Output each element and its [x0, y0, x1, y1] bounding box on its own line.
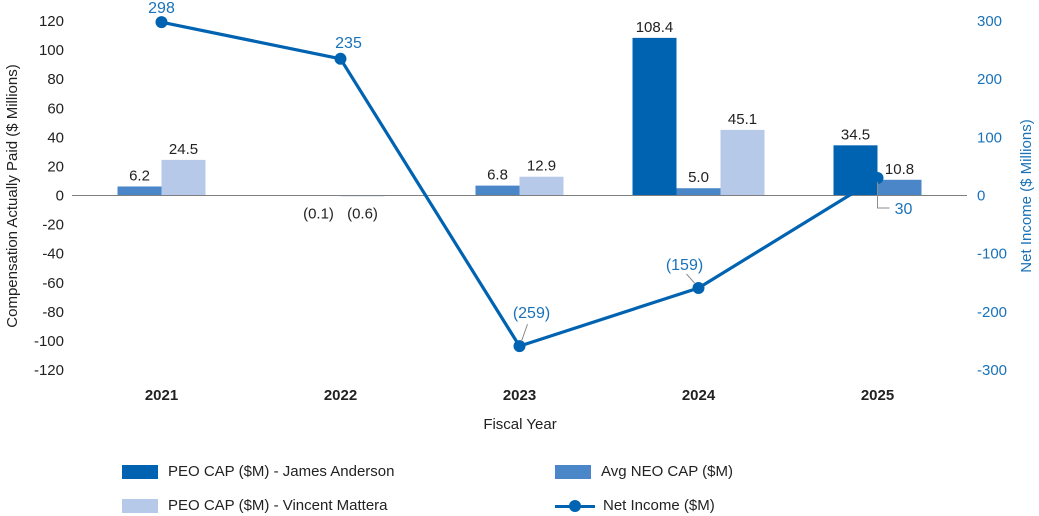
bar-label-2025-series-0: 34.5 [841, 126, 870, 143]
bar-label-2025-series-1: 10.8 [885, 161, 914, 178]
bar-label-2023-series-2: 12.9 [527, 158, 556, 175]
legend-item-james-anderson: PEO CAP ($M) - James Anderson [122, 463, 394, 480]
bar-label-2024-series-2: 45.1 [728, 111, 757, 128]
x-tick-label-2025: 2025 [861, 387, 894, 404]
net-income-line-layer [155, 16, 884, 353]
bar-label-2023-series-1: 6.8 [487, 167, 508, 184]
y2-tick-label--300: -300 [977, 362, 1007, 379]
bar-2024-series-1 [676, 188, 721, 196]
leader-line-2024 [686, 273, 695, 284]
y-tick-label-0: 0 [56, 188, 64, 205]
y-tick-label-120: 120 [39, 13, 64, 30]
y-tick-label--20: -20 [42, 217, 64, 234]
bar-label-2024-series-0: 108.4 [636, 19, 674, 36]
y-tick-label-100: 100 [39, 42, 64, 59]
legend-label: PEO CAP ($M) - Vincent Mattera [168, 497, 388, 514]
legend-swatch [122, 498, 158, 513]
x-tick-label-2023: 2023 [503, 387, 536, 404]
net-income-label-2023: (259) [513, 305, 550, 322]
net-income-label-2022: 235 [335, 35, 362, 52]
bar-2025-series-1 [877, 179, 922, 196]
y-tick-label--40: -40 [42, 246, 64, 263]
y2-tick-label--200: -200 [977, 304, 1007, 321]
legend-swatch [122, 464, 158, 479]
bar-2024-series-2 [720, 129, 765, 196]
legend-item-avg-neo: Avg NEO CAP ($M) [555, 463, 733, 480]
bar-2021-series-1 [117, 186, 162, 196]
legend-label: Net Income ($M) [603, 497, 715, 514]
bar-label-2021-series-2: 24.5 [169, 141, 198, 158]
y-tick-label--100: -100 [34, 333, 64, 350]
net-income-point-2025 [871, 172, 884, 185]
legend-label: Avg NEO CAP ($M) [601, 463, 733, 480]
net-income-point-2021 [155, 16, 168, 29]
bar-label-2021-series-1: 6.2 [129, 167, 150, 184]
leader-line-2025 [877, 182, 890, 209]
x-axis-title: Fiscal Year [483, 416, 556, 433]
y-tick-label-40: 40 [47, 129, 64, 146]
axes-layer: -120-100-80-60-40-20020406080100120-300-… [34, 13, 1007, 404]
legend-swatch [555, 464, 591, 479]
net-income-point-2024 [692, 281, 705, 294]
net-income-label-2025: 30 [895, 201, 913, 218]
y2-tick-label-300: 300 [977, 13, 1002, 30]
legend-swatch [555, 499, 595, 513]
bars-layer [117, 37, 922, 197]
net-income-point-2022 [334, 52, 347, 65]
bar-label-2022-series-1: (0.1) [303, 206, 334, 223]
legend-label: PEO CAP ($M) - James Anderson [168, 463, 395, 480]
net-income-point-2023 [513, 340, 526, 353]
y2-tick-label-100: 100 [977, 129, 1002, 146]
x-tick-label-2022: 2022 [324, 387, 357, 404]
bar-label-2022-series-2: (0.6) [347, 206, 378, 223]
legend-item-net-income: Net Income ($M) [555, 497, 715, 514]
x-tick-label-2021: 2021 [145, 387, 178, 404]
y-tick-label-80: 80 [47, 71, 64, 88]
bar-2023-series-1 [475, 185, 520, 196]
legend-item-vincent-mattera: PEO CAP ($M) - Vincent Mattera [122, 497, 388, 514]
net-income-label-2021: 298 [148, 0, 175, 17]
y-tick-label-60: 60 [47, 100, 64, 117]
y2-tick-label--100: -100 [977, 246, 1007, 263]
y-tick-label-20: 20 [47, 158, 64, 175]
net-income-label-2024: (159) [666, 257, 703, 274]
y-axis-title: Compensation Actually Paid ($ Millions) [4, 64, 21, 327]
leader-line-2023 [521, 323, 528, 342]
bar-2021-series-2 [161, 159, 206, 196]
data-labels-layer: 6.2 24.5 (0.1) (0.6) 6.8 12.9 108.4 5.0 45.1 34.5… [129, 0, 914, 342]
bar-2025-series-0 [833, 145, 878, 196]
x-tick-label-2024: 2024 [682, 387, 716, 404]
bar-2023-series-2 [519, 176, 564, 196]
y-tick-label--60: -60 [42, 275, 64, 292]
y-tick-label--120: -120 [34, 362, 64, 379]
y-tick-label--80: -80 [42, 304, 64, 321]
y2-axis-title: Net Income ($ Millions) [1018, 119, 1035, 272]
bar-label-2024-series-1: 5.0 [688, 169, 709, 186]
bar-2024-series-0 [632, 37, 677, 196]
y2-tick-label-0: 0 [977, 188, 985, 205]
y2-tick-label-200: 200 [977, 71, 1002, 88]
